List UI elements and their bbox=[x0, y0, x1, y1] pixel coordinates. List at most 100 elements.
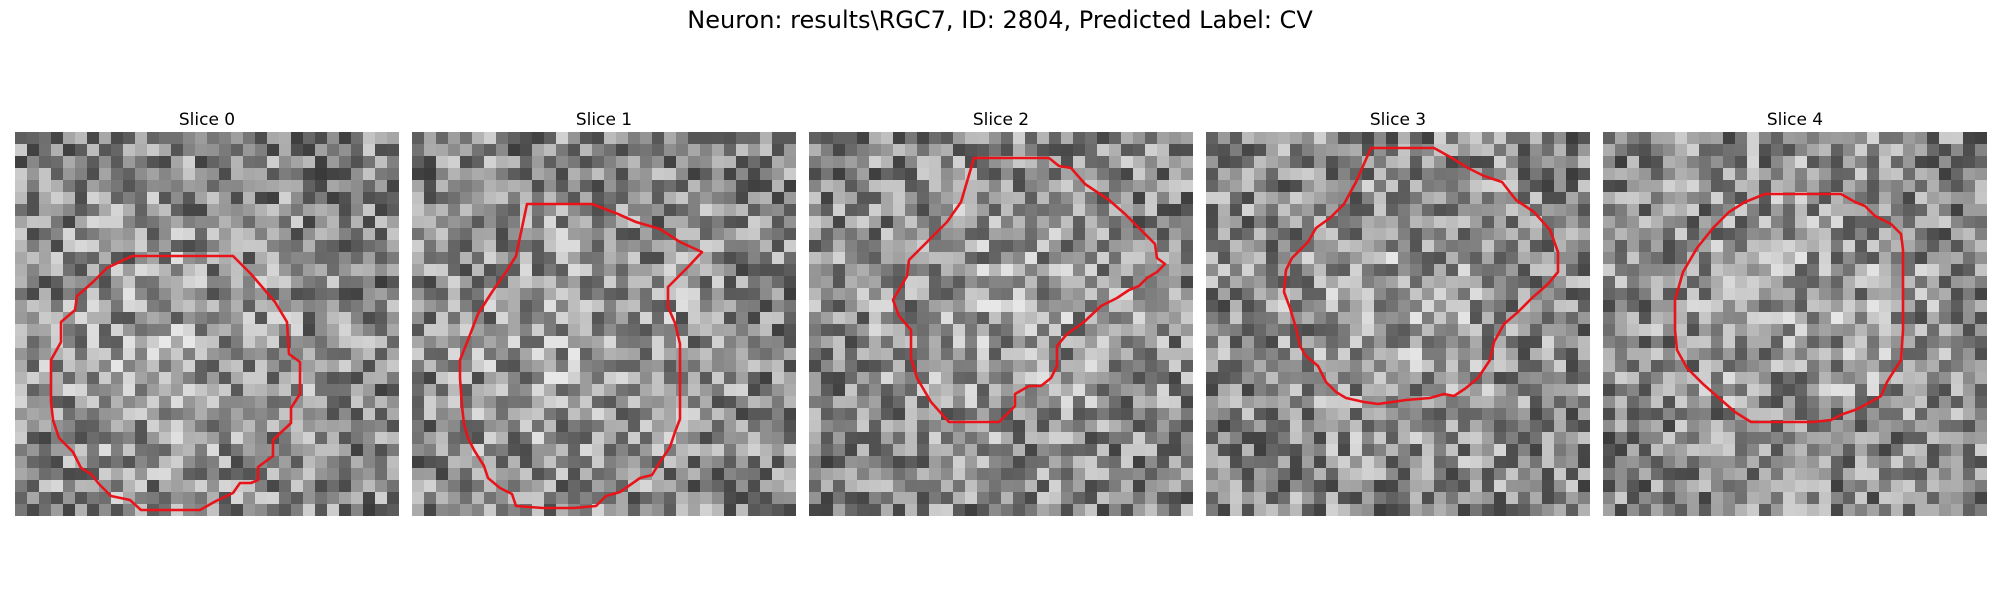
image-pixel bbox=[989, 144, 1002, 157]
image-pixel bbox=[1037, 336, 1050, 349]
image-pixel bbox=[315, 432, 328, 445]
image-pixel bbox=[688, 360, 701, 373]
image-pixel bbox=[27, 444, 40, 457]
image-pixel bbox=[592, 432, 605, 445]
image-pixel bbox=[905, 384, 918, 397]
image-pixel bbox=[1759, 240, 1772, 253]
image-pixel bbox=[1542, 492, 1555, 505]
image-pixel bbox=[1398, 360, 1411, 373]
image-pixel bbox=[351, 348, 364, 361]
image-pixel bbox=[436, 480, 449, 493]
image-pixel bbox=[231, 468, 244, 481]
image-pixel bbox=[291, 300, 304, 313]
image-pixel bbox=[1097, 348, 1110, 361]
image-pixel bbox=[267, 204, 280, 217]
image-pixel bbox=[1807, 324, 1820, 337]
image-pixel bbox=[1410, 180, 1423, 193]
image-pixel bbox=[1242, 432, 1255, 445]
image-pixel bbox=[748, 144, 761, 157]
image-pixel bbox=[1711, 312, 1724, 325]
image-pixel bbox=[616, 144, 629, 157]
image-pixel bbox=[424, 324, 437, 337]
image-pixel bbox=[1157, 300, 1170, 313]
image-pixel bbox=[99, 204, 112, 217]
image-pixel bbox=[712, 468, 725, 481]
image-pixel bbox=[1566, 156, 1579, 169]
image-pixel bbox=[1603, 228, 1616, 241]
image-pixel bbox=[1470, 156, 1483, 169]
image-pixel bbox=[1266, 384, 1279, 397]
image-pixel bbox=[1206, 336, 1219, 349]
image-pixel bbox=[279, 504, 292, 516]
image-pixel bbox=[1097, 156, 1110, 169]
image-pixel bbox=[303, 180, 316, 193]
image-pixel bbox=[604, 216, 617, 229]
image-pixel bbox=[905, 408, 918, 421]
image-pixel bbox=[652, 432, 665, 445]
image-pixel bbox=[111, 168, 124, 181]
image-pixel bbox=[1482, 456, 1495, 469]
image-pixel bbox=[1627, 456, 1640, 469]
image-pixel bbox=[616, 396, 629, 409]
image-pixel bbox=[1422, 216, 1435, 229]
image-pixel bbox=[929, 444, 942, 457]
image-pixel bbox=[412, 168, 425, 181]
image-pixel bbox=[1230, 288, 1243, 301]
image-pixel bbox=[303, 432, 316, 445]
image-pixel bbox=[1578, 156, 1590, 169]
image-pixel bbox=[857, 456, 870, 469]
image-pixel bbox=[1109, 240, 1122, 253]
image-pixel bbox=[279, 240, 292, 253]
image-pixel bbox=[1603, 192, 1616, 205]
image-pixel bbox=[87, 444, 100, 457]
image-pixel bbox=[544, 420, 557, 433]
image-pixel bbox=[1290, 276, 1303, 289]
image-pixel bbox=[1290, 396, 1303, 409]
image-pixel bbox=[1278, 204, 1291, 217]
image-pixel bbox=[1879, 336, 1892, 349]
image-pixel bbox=[267, 240, 280, 253]
image-pixel bbox=[1675, 168, 1688, 181]
image-pixel bbox=[1254, 132, 1267, 145]
image-pixel bbox=[279, 360, 292, 373]
image-pixel bbox=[1133, 456, 1146, 469]
image-pixel bbox=[1085, 480, 1098, 493]
image-pixel bbox=[195, 312, 208, 325]
image-pixel bbox=[1831, 156, 1844, 169]
image-pixel bbox=[111, 276, 124, 289]
image-pixel bbox=[1025, 324, 1038, 337]
image-pixel bbox=[51, 192, 64, 205]
image-pixel bbox=[809, 444, 822, 457]
image-pixel bbox=[1314, 180, 1327, 193]
image-pixel bbox=[556, 180, 569, 193]
image-pixel bbox=[977, 252, 990, 265]
image-pixel bbox=[39, 156, 52, 169]
image-pixel bbox=[1663, 240, 1676, 253]
image-pixel bbox=[159, 252, 172, 265]
image-pixel bbox=[676, 444, 689, 457]
image-pixel bbox=[255, 396, 268, 409]
image-pixel bbox=[676, 360, 689, 373]
slice-image bbox=[809, 132, 1193, 516]
image-pixel bbox=[772, 384, 785, 397]
image-pixel bbox=[989, 384, 1002, 397]
image-pixel bbox=[219, 396, 232, 409]
image-pixel bbox=[1001, 372, 1014, 385]
image-pixel bbox=[1566, 180, 1579, 193]
image-pixel bbox=[387, 240, 399, 253]
image-pixel bbox=[111, 192, 124, 205]
image-pixel bbox=[412, 408, 425, 421]
image-pixel bbox=[1386, 348, 1399, 361]
image-pixel bbox=[1615, 432, 1628, 445]
image-pixel bbox=[375, 264, 388, 277]
pixel-grid bbox=[412, 132, 796, 516]
image-pixel bbox=[556, 132, 569, 145]
image-pixel bbox=[833, 312, 846, 325]
image-pixel bbox=[183, 348, 196, 361]
image-pixel bbox=[243, 456, 256, 469]
image-pixel bbox=[1554, 252, 1567, 265]
image-pixel bbox=[1578, 480, 1590, 493]
image-pixel bbox=[508, 408, 521, 421]
image-pixel bbox=[171, 132, 184, 145]
image-pixel bbox=[953, 144, 966, 157]
